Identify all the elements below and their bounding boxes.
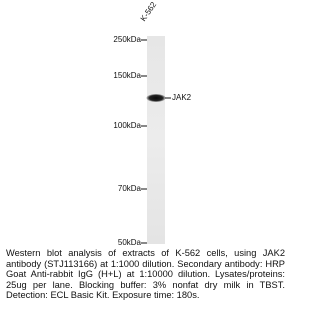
band — [147, 94, 166, 102]
caption: Western blot analysis of extracts of K-5… — [6, 248, 285, 301]
marker-label: 250kDa — [113, 35, 141, 45]
marker-label: 100kDa — [113, 121, 141, 131]
marker-label: 70kDa — [118, 184, 141, 194]
marker-label: 50kDa — [118, 238, 141, 248]
blot-image — [0, 0, 291, 250]
band-label: JAK2 — [172, 93, 191, 103]
page: K-562 250kDa 150kDa 100kDa 70kDa 50kDa J… — [0, 0, 291, 320]
marker-label: 150kDa — [113, 71, 141, 81]
lane — [147, 36, 165, 244]
